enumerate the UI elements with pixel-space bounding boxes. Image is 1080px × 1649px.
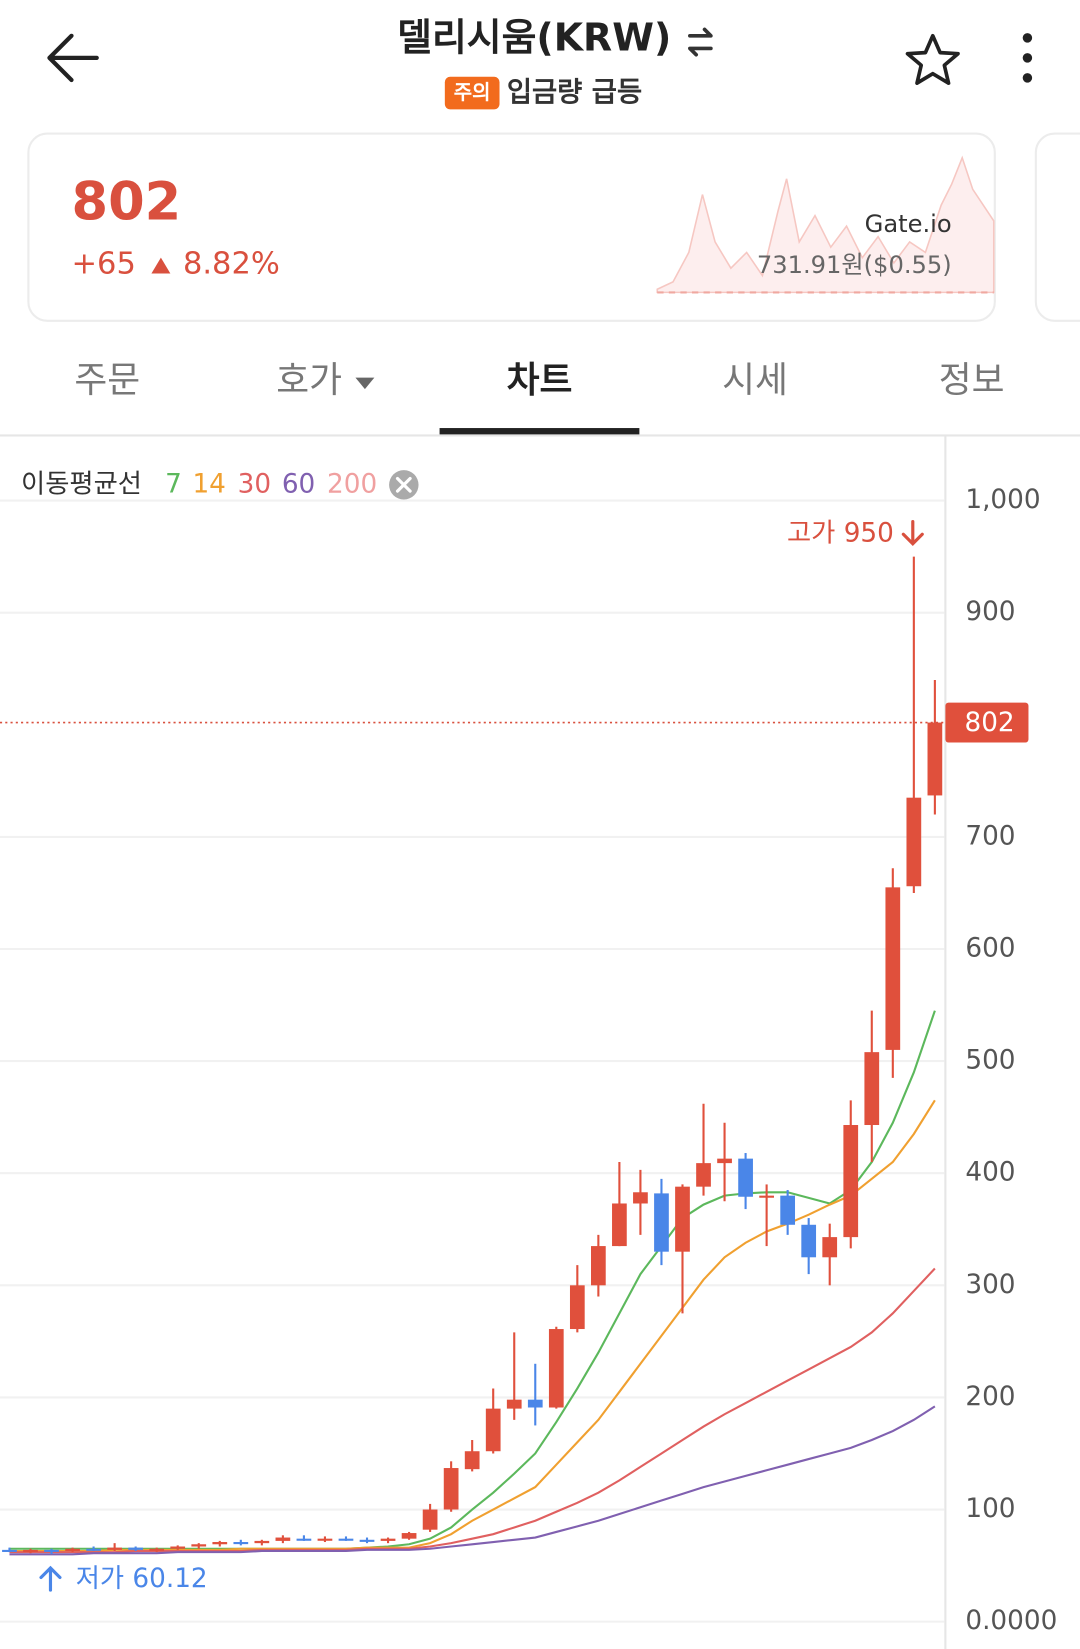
candle-body bbox=[612, 1203, 627, 1247]
candle-body bbox=[780, 1195, 796, 1225]
change-rate: 8.82% bbox=[183, 247, 280, 282]
y-tick-label: 600 bbox=[965, 934, 1015, 964]
legend-item: 14 bbox=[192, 469, 225, 499]
candle-body bbox=[548, 1329, 564, 1408]
tab[interactable]: 정보 bbox=[939, 360, 1005, 401]
candle-body bbox=[633, 1192, 648, 1204]
y-tick-label: 400 bbox=[965, 1158, 1015, 1188]
y-tick-label: 100 bbox=[965, 1494, 1015, 1524]
candle-body bbox=[107, 1547, 122, 1550]
candle-body bbox=[801, 1224, 817, 1258]
ma-line bbox=[9, 1267, 936, 1554]
last-price-badge bbox=[945, 702, 1029, 743]
back-button[interactable] bbox=[47, 33, 99, 83]
price-change: +65 bbox=[72, 247, 136, 282]
candle-body bbox=[338, 1538, 354, 1541]
candle-body bbox=[296, 1538, 312, 1541]
y-tick-label: 0.0000 bbox=[965, 1606, 1057, 1636]
candle-body bbox=[738, 1158, 753, 1197]
high-label: 고가 950 bbox=[787, 519, 894, 549]
candle-body bbox=[401, 1533, 417, 1539]
candle-body bbox=[485, 1408, 501, 1452]
y-tick-label: 1,000 bbox=[965, 485, 1040, 515]
candle-body bbox=[275, 1537, 291, 1541]
candle-body bbox=[443, 1468, 459, 1510]
candle-body bbox=[591, 1246, 606, 1286]
exchange-price: 731.91원($0.55) bbox=[757, 251, 952, 279]
candle-body bbox=[212, 1542, 228, 1545]
candle-body bbox=[422, 1509, 438, 1530]
candle-body bbox=[675, 1186, 690, 1252]
tab[interactable]: 차트 bbox=[507, 360, 573, 401]
candle-body bbox=[927, 722, 943, 796]
candle-body bbox=[864, 1052, 880, 1126]
dropdown-arrow bbox=[355, 377, 375, 390]
candle-body bbox=[906, 797, 922, 887]
y-tick-label: 500 bbox=[965, 1046, 1015, 1076]
sparkline bbox=[656, 155, 995, 294]
legend-title: 이동평균선 bbox=[21, 469, 142, 499]
legend-close-x bbox=[395, 476, 412, 493]
candle-body bbox=[317, 1538, 333, 1541]
tab[interactable]: 호가 bbox=[276, 360, 342, 401]
next-card bbox=[1034, 132, 1080, 322]
legend-item: 60 bbox=[282, 469, 315, 499]
tab[interactable]: 시세 bbox=[722, 360, 788, 401]
ma-line bbox=[9, 1099, 936, 1553]
candle-body bbox=[128, 1547, 144, 1550]
candle-body bbox=[44, 1549, 59, 1552]
candle-body bbox=[527, 1399, 543, 1408]
low-label: 저가 60.12 bbox=[76, 1564, 208, 1594]
exchange-name: Gate.io bbox=[865, 210, 952, 238]
active-tab-indicator bbox=[439, 428, 640, 436]
candle-body bbox=[696, 1163, 711, 1187]
candle-body bbox=[86, 1548, 101, 1551]
warning-badge: 주의 bbox=[454, 80, 491, 104]
candle-body bbox=[254, 1540, 270, 1544]
candle-body bbox=[359, 1539, 375, 1542]
up-triangle bbox=[151, 257, 171, 274]
candle-body bbox=[380, 1538, 396, 1541]
low-arrow bbox=[39, 1565, 62, 1592]
candle-body bbox=[885, 887, 901, 1050]
current-price: 802 bbox=[72, 172, 182, 233]
candle-body bbox=[717, 1158, 732, 1164]
legend-item: 200 bbox=[327, 469, 377, 499]
last-price-label: 802 bbox=[964, 708, 1014, 738]
tab[interactable]: 주문 bbox=[74, 360, 140, 401]
candle-body bbox=[149, 1548, 165, 1551]
candle-body bbox=[759, 1195, 774, 1198]
candle-body bbox=[191, 1544, 207, 1547]
candle-body bbox=[170, 1546, 186, 1549]
candle-body bbox=[843, 1125, 859, 1238]
warning-badge-bg bbox=[444, 76, 500, 110]
candle-body bbox=[464, 1451, 480, 1470]
candle-body bbox=[822, 1237, 838, 1258]
candle-body bbox=[233, 1542, 249, 1545]
favorite-button[interactable] bbox=[905, 33, 960, 85]
legend-item: 30 bbox=[238, 469, 271, 499]
ma-line bbox=[9, 1405, 936, 1556]
y-tick-label: 200 bbox=[965, 1382, 1015, 1412]
candle-body bbox=[65, 1548, 80, 1551]
candle-body bbox=[2, 1549, 17, 1552]
legend-item: 7 bbox=[165, 469, 182, 499]
candle-body bbox=[569, 1285, 585, 1330]
y-tick-label: 900 bbox=[965, 597, 1015, 627]
swap-icon[interactable] bbox=[688, 27, 713, 57]
notice-text: 입금량 급등 bbox=[507, 77, 642, 108]
more-button[interactable] bbox=[1022, 33, 1033, 83]
candle-body bbox=[23, 1549, 38, 1552]
candle-body bbox=[506, 1399, 522, 1409]
page-title: 델리시움(KRW) bbox=[397, 16, 671, 60]
y-tick-label: 300 bbox=[965, 1270, 1015, 1300]
candle-body bbox=[654, 1193, 669, 1252]
y-tick-label: 700 bbox=[965, 821, 1015, 851]
high-arrow bbox=[901, 520, 924, 546]
